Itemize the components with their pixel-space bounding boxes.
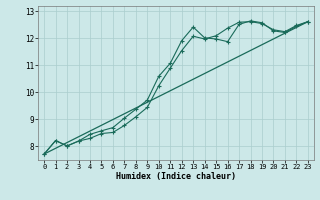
X-axis label: Humidex (Indice chaleur): Humidex (Indice chaleur) (116, 172, 236, 181)
